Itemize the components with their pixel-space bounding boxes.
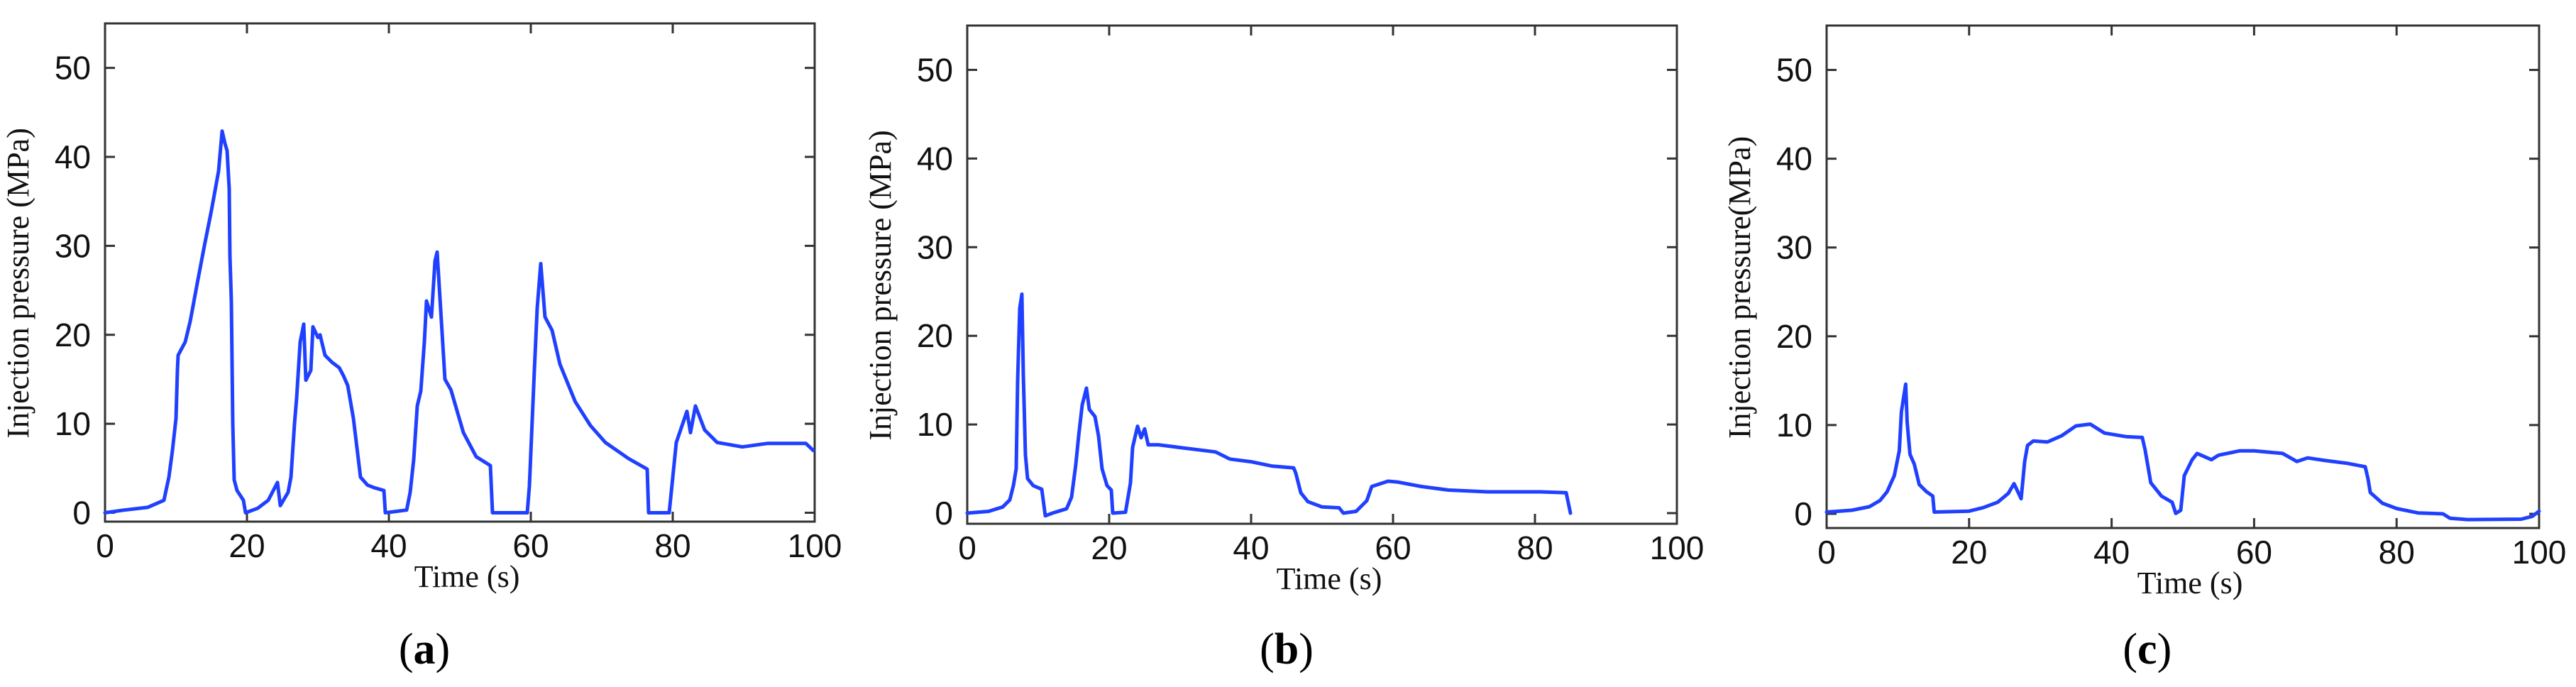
chart-panel-c: 0 20 40 60 80 100 0 10 20 30 40 50 Time (s) Injection… [1722, 24, 2567, 674]
panel-label: (c) [2123, 625, 2172, 674]
y-axis-title: Injection pressure (MPa) [1, 128, 35, 438]
y-axis-title: Injection pressure (MPa) [863, 130, 898, 440]
chart-panel-a: 0 20 40 60 80 100 0 10 20 30 40 50 Time (s) Injection… [1, 22, 842, 674]
pressure-curve [1824, 382, 2541, 522]
y-tick-label: 30 [55, 227, 91, 264]
y-axis-title: Injection pressure(MPa) [1722, 136, 1757, 439]
x-axis-title: Time (s) [2137, 566, 2243, 600]
plot-frame [104, 22, 816, 523]
plot-frame [1825, 24, 2541, 529]
y-tick-label: 0 [935, 495, 953, 532]
y-tick-label: 30 [1776, 229, 1812, 266]
panel-label: (a) [399, 625, 450, 674]
x-axis-title: Time (s) [1277, 561, 1382, 596]
y-tick-label: 40 [55, 138, 91, 175]
chart-panel-b: 0 20 40 60 80 100 0 10 20 30 40 50 Time (s) Injection… [863, 24, 1705, 674]
x-tick-label: 20 [229, 527, 265, 564]
y-tick-label: 40 [917, 140, 953, 177]
x-tick-label: 40 [1233, 529, 1269, 566]
y-tick-label: 50 [1776, 52, 1812, 89]
y-tick-label: 10 [55, 405, 91, 442]
x-tick-label: 100 [1650, 529, 1705, 566]
y-tick-label: 0 [72, 494, 91, 531]
x-tick-label: 0 [1817, 534, 1836, 571]
x-tick-label: 20 [1951, 534, 1987, 571]
x-tick-label: 60 [1375, 529, 1411, 566]
pressure-curve [965, 292, 1573, 518]
pressure-curve [103, 129, 815, 515]
y-tick-label: 0 [1794, 495, 1812, 532]
y-tick-label: 20 [917, 317, 953, 354]
x-tick-label: 80 [2379, 534, 2415, 571]
y-tick-label: 20 [55, 317, 91, 353]
x-tick-label: 0 [958, 529, 976, 566]
y-tick-label: 10 [1776, 407, 1812, 444]
x-tick-label: 60 [512, 527, 549, 564]
x-tick-label: 20 [1091, 529, 1127, 566]
x-tick-label: 40 [370, 527, 407, 564]
x-axis-title: Time (s) [414, 559, 520, 594]
y-tick-label: 50 [55, 50, 91, 87]
panel-label: (b) [1260, 625, 1314, 674]
x-tick-label: 60 [2236, 534, 2272, 571]
y-tick-label: 20 [1776, 318, 1812, 355]
x-tick-label: 100 [2512, 534, 2567, 571]
x-tick-label: 40 [2093, 534, 2130, 571]
x-tick-label: 80 [654, 527, 690, 564]
y-tick-label: 40 [1776, 141, 1812, 177]
x-tick-label: 0 [96, 527, 114, 564]
y-tick-label: 50 [917, 51, 953, 88]
y-tick-label: 10 [917, 406, 953, 443]
y-tick-label: 30 [917, 229, 953, 265]
x-tick-label: 100 [788, 527, 842, 564]
plot-frame [966, 24, 1678, 525]
x-tick-label: 80 [1517, 529, 1553, 566]
